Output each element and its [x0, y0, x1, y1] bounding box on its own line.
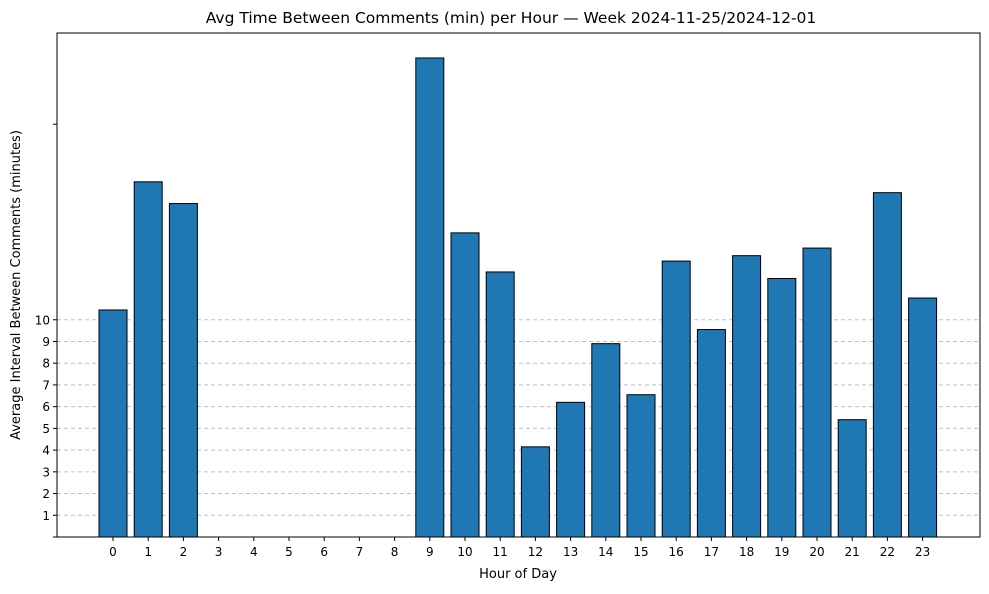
bar [802, 247, 832, 538]
y-tick-label: 3 [42, 465, 50, 479]
x-tick-label: 5 [285, 545, 293, 559]
x-tick-label: 4 [250, 545, 258, 559]
y-tick-label: 9 [42, 335, 50, 349]
x-tick-label: 10 [457, 545, 472, 559]
bars [98, 57, 938, 538]
y-tick-label: 2 [42, 487, 50, 501]
x-tick-label: 12 [528, 545, 543, 559]
y-tick-label: 4 [42, 444, 50, 458]
bar [133, 181, 163, 538]
x-tick-label: 6 [320, 545, 328, 559]
bar [450, 232, 480, 538]
y-tick-label: 5 [42, 422, 50, 436]
bar [732, 255, 762, 538]
x-tick-label: 11 [493, 545, 508, 559]
y-tick-label: 1 [42, 509, 50, 523]
x-tick-label: 14 [598, 545, 613, 559]
x-tick-label: 13 [563, 545, 578, 559]
x-axis-label: Hour of Day [479, 567, 557, 582]
bar [168, 203, 198, 538]
x-tick-label: 21 [845, 545, 860, 559]
x-tick-label: 1 [144, 545, 152, 559]
x-tick-label: 20 [809, 545, 824, 559]
x-tick-label: 3 [215, 545, 223, 559]
y-axis-label: Average Interval Between Comments (minut… [9, 130, 24, 440]
y-tick-label: 7 [42, 378, 50, 392]
x-tick-label: 7 [356, 545, 364, 559]
bar [485, 271, 515, 538]
x-tick-label: 16 [669, 545, 684, 559]
x-tick-label: 22 [880, 545, 895, 559]
x-tick-label: 18 [739, 545, 754, 559]
x-tick-label: 8 [391, 545, 399, 559]
x-tick-label: 23 [915, 545, 930, 559]
x-tick-label: 17 [704, 545, 719, 559]
bar [696, 329, 726, 538]
bar [556, 401, 586, 538]
bar [908, 297, 938, 538]
bar [98, 309, 128, 538]
bar [520, 446, 550, 538]
y-tick-label: 6 [42, 400, 50, 414]
bar [626, 394, 656, 538]
x-tick-label: 2 [180, 545, 188, 559]
bar [415, 57, 445, 538]
chart-title: Avg Time Between Comments (min) per Hour… [206, 9, 817, 27]
x-tick-label: 19 [774, 545, 789, 559]
bar [837, 419, 867, 538]
y-tick-label: 10 [35, 313, 50, 327]
x-tick-label: 9 [426, 545, 434, 559]
bar [872, 192, 902, 538]
bar [767, 277, 797, 538]
plot-frame [56, 32, 981, 538]
x-tick-label: 15 [633, 545, 648, 559]
bar [661, 260, 691, 538]
bar [591, 343, 621, 538]
y-tick-label: 8 [42, 357, 50, 371]
x-tick-label: 0 [109, 545, 117, 559]
